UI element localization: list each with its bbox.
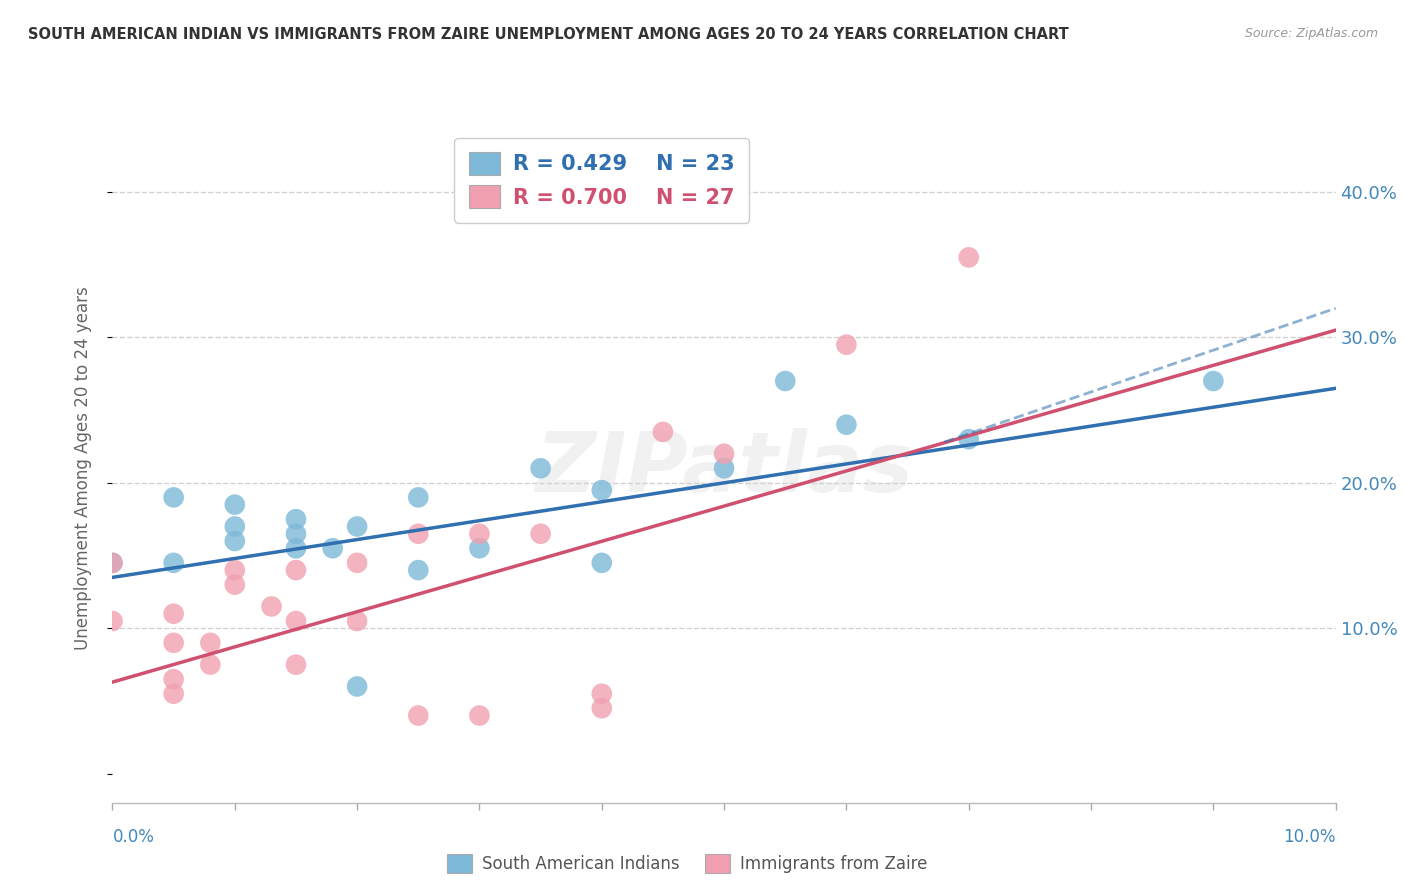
Point xyxy=(224,498,246,512)
Point xyxy=(468,526,491,541)
Point xyxy=(346,680,368,694)
Point xyxy=(284,541,308,556)
Point xyxy=(957,432,980,446)
Point xyxy=(591,483,613,497)
Point xyxy=(284,526,308,541)
Point xyxy=(591,687,613,701)
Point xyxy=(163,687,186,701)
Point xyxy=(835,337,858,351)
Point xyxy=(346,519,368,533)
Point xyxy=(260,599,283,614)
Text: Source: ZipAtlas.com: Source: ZipAtlas.com xyxy=(1244,27,1378,40)
Point xyxy=(200,636,222,650)
Point xyxy=(163,607,186,621)
Point xyxy=(1202,374,1225,388)
Text: SOUTH AMERICAN INDIAN VS IMMIGRANTS FROM ZAIRE UNEMPLOYMENT AMONG AGES 20 TO 24 : SOUTH AMERICAN INDIAN VS IMMIGRANTS FROM… xyxy=(28,27,1069,42)
Point xyxy=(346,556,368,570)
Point xyxy=(468,708,491,723)
Point xyxy=(408,563,430,577)
Point xyxy=(713,447,735,461)
Point xyxy=(101,556,124,570)
Point xyxy=(224,534,246,549)
Point xyxy=(224,577,246,591)
Point xyxy=(322,541,344,556)
Point xyxy=(284,657,308,672)
Y-axis label: Unemployment Among Ages 20 to 24 years: Unemployment Among Ages 20 to 24 years xyxy=(73,286,91,650)
Point xyxy=(200,657,222,672)
Point xyxy=(652,425,675,439)
Text: ZIPatlas: ZIPatlas xyxy=(536,428,912,508)
Point xyxy=(957,251,980,265)
Point xyxy=(163,556,186,570)
Text: 0.0%: 0.0% xyxy=(112,828,155,846)
Point xyxy=(284,614,308,628)
Point xyxy=(530,461,553,475)
Point xyxy=(775,374,797,388)
Legend: R = 0.429    N = 23, R = 0.700    N = 27: R = 0.429 N = 23, R = 0.700 N = 27 xyxy=(454,137,749,222)
Text: 10.0%: 10.0% xyxy=(1284,828,1336,846)
Point xyxy=(101,556,124,570)
Point xyxy=(284,512,308,526)
Point xyxy=(408,708,430,723)
Point xyxy=(346,614,368,628)
Point xyxy=(224,563,246,577)
Point xyxy=(408,526,430,541)
Point xyxy=(163,636,186,650)
Point xyxy=(835,417,858,432)
Point xyxy=(468,541,491,556)
Point xyxy=(101,614,124,628)
Point xyxy=(163,491,186,505)
Point xyxy=(284,563,308,577)
Point xyxy=(591,701,613,715)
Point xyxy=(713,461,735,475)
Point xyxy=(591,556,613,570)
Point xyxy=(408,491,430,505)
Point xyxy=(224,519,246,533)
Point xyxy=(530,526,553,541)
Point xyxy=(163,672,186,686)
